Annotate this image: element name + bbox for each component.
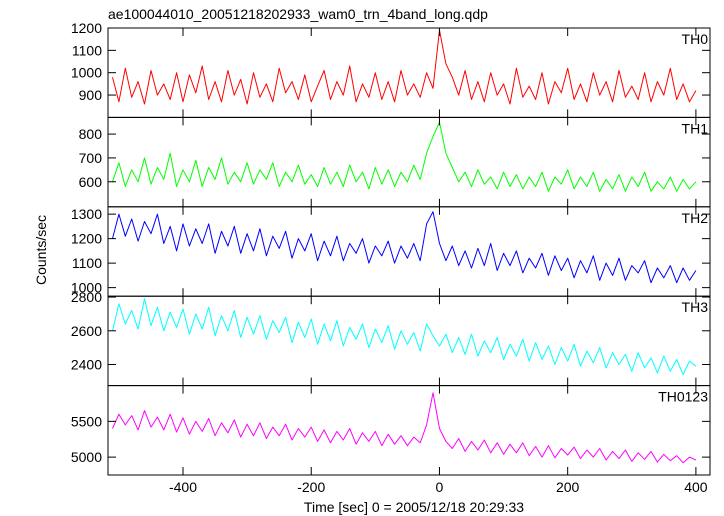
- x-tick-label: -200: [297, 479, 325, 495]
- panel-label: TH2: [682, 210, 709, 226]
- x-tick-label: -400: [169, 479, 197, 495]
- y-tick-label: 2400: [71, 357, 102, 373]
- x-tick-label: 0: [436, 479, 444, 495]
- panel-frame: [107, 206, 711, 297]
- panel-label: TH3: [682, 299, 709, 315]
- panel-label: TH0: [682, 31, 709, 47]
- y-tick-label: 1000: [71, 280, 102, 296]
- y-tick-label: 600: [79, 174, 103, 190]
- x-tick-label: 200: [556, 479, 580, 495]
- data-line: [112, 121, 697, 192]
- y-tick-label: 1300: [71, 206, 102, 222]
- y-axis-label: Counts/sec: [33, 215, 49, 285]
- data-line: [112, 392, 697, 464]
- x-tick-label: 400: [684, 479, 708, 495]
- panel-frame: [107, 385, 711, 476]
- y-tick-label: 5000: [71, 449, 102, 465]
- y-tick-label: 1100: [72, 42, 102, 58]
- y-tick-label: 1000: [71, 65, 102, 81]
- panel-label: TH1: [682, 120, 709, 136]
- y-tick-label: 2800: [71, 289, 102, 305]
- panel-label: TH0123: [658, 389, 708, 405]
- y-tick-label: 5500: [71, 413, 102, 429]
- y-tick-label: 700: [79, 150, 103, 166]
- data-line: [112, 211, 697, 284]
- data-line: [112, 29, 697, 105]
- y-tick-label: 900: [79, 87, 103, 103]
- y-tick-label: 1200: [71, 231, 102, 247]
- panel-frame: [107, 116, 711, 208]
- y-tick-label: 2600: [71, 323, 102, 339]
- y-tick-label: 1200: [71, 20, 102, 36]
- y-tick-label: 800: [79, 126, 103, 142]
- x-axis-label: Time [sec] 0 = 2005/12/18 20:29:33: [304, 499, 524, 515]
- y-tick-label: 1100: [72, 255, 102, 271]
- data-line: [112, 298, 697, 376]
- chart-title: ae100044010_20051218202933_wam0_trn_4ban…: [108, 6, 488, 22]
